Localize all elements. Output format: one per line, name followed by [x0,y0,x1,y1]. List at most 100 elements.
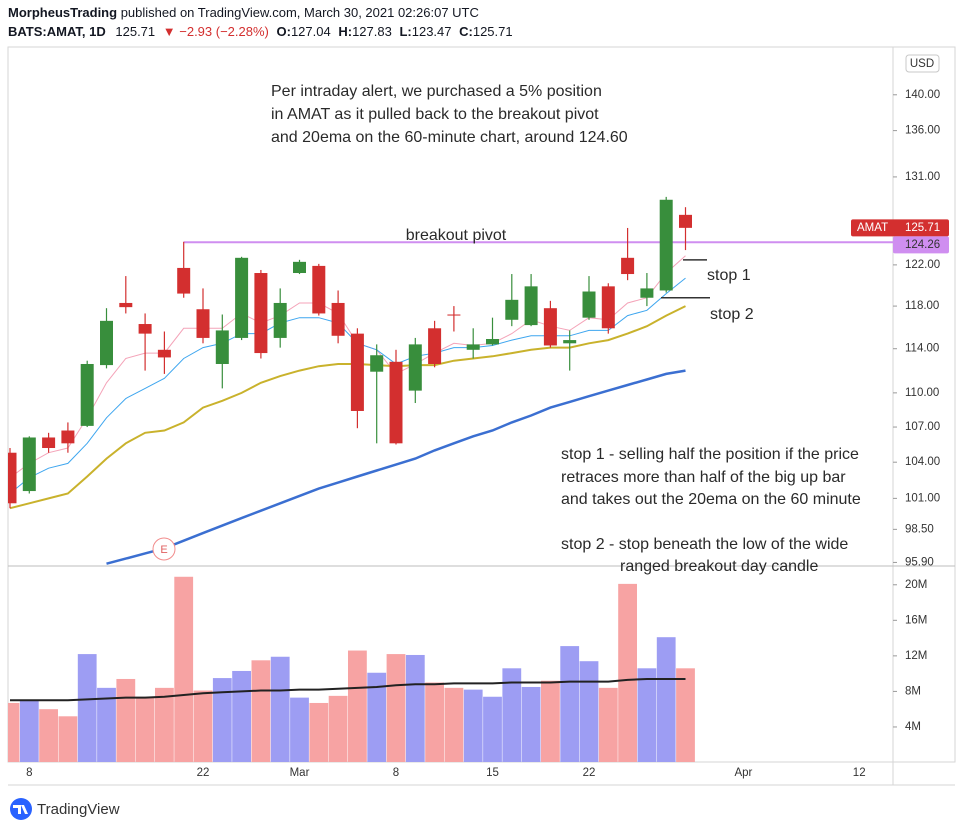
y-tick-label: 98.50 [905,523,934,535]
candle-body [42,437,56,449]
volume-bar [463,689,483,762]
price-tag [851,219,949,237]
brand: TradingView [37,801,120,818]
volume-bar [656,637,676,762]
volume-bar [58,716,78,762]
y-tick-label: 107.00 [905,421,940,433]
x-tick-label: 15 [486,767,499,779]
candle-body [293,261,306,274]
volume-bar [348,650,367,762]
volume-bar [444,687,464,762]
volume-bar [405,654,425,762]
price-tag-symbol: AMAT [857,222,888,234]
volume-bar [579,661,599,762]
candle-body [254,273,268,354]
candle-body [563,340,577,344]
symbol: BATS:AMAT, 1D [8,24,106,39]
volume-pane [8,576,695,762]
candle-body [235,257,249,338]
candle-body [80,363,94,426]
candle-body [215,330,229,364]
ohlc-value: 127.83 [352,24,392,39]
y-tick-label: 136.00 [905,125,940,137]
candle-body [601,286,615,329]
candle-body [22,437,36,492]
candle-body [466,344,480,350]
y-tick-label: 140.00 [905,89,940,101]
price-pane [8,196,893,565]
candle-body [370,355,384,372]
annotation: stop 2 - stop beneath the low of the wid… [561,536,848,553]
x-tick-label: 22 [583,767,596,779]
y-tick-label: 101.00 [905,492,940,504]
y-tick-label: 16M [905,614,927,626]
candle-body [196,309,210,338]
x-tick-label: Mar [290,767,310,779]
annotation: in AMAT as it pulled back to the breakou… [271,106,599,123]
candle-body [61,430,75,444]
currency-label: USD [910,58,934,70]
candle-body [428,328,442,364]
ohlc-label: O: [277,24,291,39]
level-label: stop 2 [710,306,754,323]
last-price: 125.71 [115,24,155,39]
level-tag-value: 124.26 [905,239,940,251]
x-tick-label: 22 [197,767,210,779]
y-tick-label: 118.00 [905,300,939,312]
candle-body [582,291,596,318]
volume-bar [483,696,502,762]
x-tick-label: 12 [853,767,866,779]
volume-bar [77,654,97,762]
candle-body [543,308,557,346]
publish-line: MorpheusTrading published on TradingView… [8,5,479,20]
moving-average [106,369,686,565]
volume-bar [367,672,387,762]
candle-body [8,452,17,504]
earnings-icon[interactable] [152,537,176,561]
volume-bar [251,660,271,762]
currency-box [905,54,940,73]
candle-body [679,214,692,228]
volume-bar [541,680,560,762]
volume-bar [502,668,522,762]
candle-body [100,320,113,366]
candle-body [524,286,538,326]
volume-bar [193,690,213,762]
volume-bar [8,702,20,762]
candle-body [505,299,519,320]
volume-bar [97,687,116,762]
brand-logo [10,798,32,820]
y-tick-label: 20M [905,579,927,591]
x-tick-label: Apr [734,767,752,779]
candle-body [177,267,191,294]
x-tick-label: 8 [26,767,32,779]
volume-bar [290,697,309,762]
ohlc-value: 123.47 [412,24,452,39]
candle-body [157,349,171,358]
y-tick-label: 95.90 [905,556,934,568]
candle-body [447,314,461,316]
volume-bar [174,576,194,762]
volume-bar [39,709,58,762]
volume-bar [212,678,232,762]
volume-bar [676,668,695,762]
axes: 95.90 98.50 101.00 104.00 107.00 110.00 114.00… [26,89,949,779]
volume-bar [637,668,657,762]
earnings-marker[interactable]: E [160,544,167,556]
volume-bar [425,682,444,762]
volume-bar [560,646,580,762]
candle-body [331,302,345,336]
ohlc-value: 125.71 [473,24,513,39]
y-tick-label: 122.00 [905,259,940,271]
annotation: and 20ema on the 60-minute chart, around… [271,129,628,146]
change: ▼ −2.93 (−2.28%) [163,24,269,39]
volume-bar [386,654,406,762]
annotation: stop 1 - selling half the position if th… [561,446,859,463]
annotation: Per intraday alert, we purchased a 5% po… [271,83,602,100]
candle-body [640,288,654,298]
candle-body [138,324,152,334]
candle-body [408,344,422,391]
published: published on TradingView.com, March 30, … [121,5,479,20]
volume-bar [598,687,618,762]
